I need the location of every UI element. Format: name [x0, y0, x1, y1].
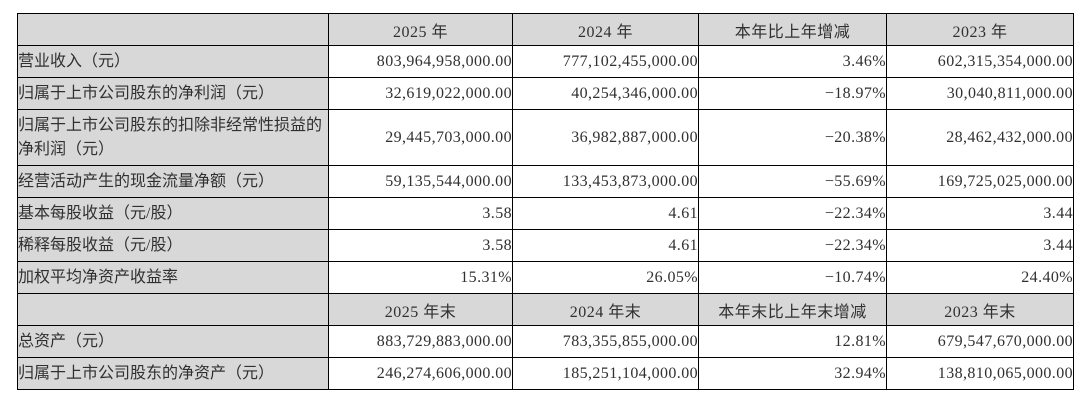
header-empty-cell: [17, 13, 329, 46]
value-cell: 30,040,811,000.00: [886, 77, 1074, 110]
row-label: 归属于上市公司股东的扣除非经常性损益的净利润（元）: [17, 109, 329, 166]
table-row-net-profit-excl-nonrecurring: 归属于上市公司股东的扣除非经常性损益的净利润（元） 29,445,703,000…: [17, 109, 1074, 166]
value-cell: −22.34%: [698, 197, 887, 230]
col-header-2024: 2024 年: [512, 13, 699, 46]
row-label: 归属于上市公司股东的净资产（元）: [17, 357, 329, 390]
value-cell: 28,462,432,000.00: [886, 109, 1074, 166]
yearend-header-row: 2025 年末 2024 年末 本年末比上年末增减 2023 年末: [17, 293, 1074, 326]
financial-summary-table: 2025 年 2024 年 本年比上年增减 2023 年 营业收入（元） 803…: [17, 13, 1074, 390]
col-header-2023: 2023 年: [886, 13, 1074, 46]
value-cell: 777,102,455,000.00: [512, 45, 699, 78]
col-header-2025-yearend: 2025 年末: [328, 293, 513, 326]
value-cell: −10.74%: [698, 261, 887, 294]
table-row-operating-cash-flow: 经营活动产生的现金流量净额（元） 59,135,544,000.00 133,4…: [17, 165, 1074, 198]
value-cell: 3.46%: [698, 45, 887, 78]
value-cell: 3.44: [886, 197, 1074, 230]
value-cell: 679,547,670,000.00: [886, 325, 1074, 358]
value-cell: 803,964,958,000.00: [328, 45, 513, 78]
value-cell: −18.97%: [698, 77, 887, 110]
table-row-weighted-avg-roe: 加权平均净资产收益率 15.31% 26.05% −10.74% 24.40%: [17, 261, 1074, 294]
table-row-net-profit: 归属于上市公司股东的净利润（元） 32,619,022,000.00 40,25…: [17, 77, 1074, 110]
row-label: 经营活动产生的现金流量净额（元）: [17, 165, 329, 198]
header-empty-cell: [17, 293, 329, 326]
value-cell: 185,251,104,000.00: [512, 357, 699, 390]
col-header-2024-yearend: 2024 年末: [512, 293, 699, 326]
row-label: 归属于上市公司股东的净利润（元）: [17, 77, 329, 110]
value-cell: 3.44: [886, 229, 1074, 262]
table-row-basic-eps: 基本每股收益（元/股） 3.58 4.61 −22.34% 3.44: [17, 197, 1074, 230]
row-label: 总资产（元）: [17, 325, 329, 358]
value-cell: 783,355,855,000.00: [512, 325, 699, 358]
value-cell: −20.38%: [698, 109, 887, 166]
row-label: 基本每股收益（元/股）: [17, 197, 329, 230]
table-row-diluted-eps: 稀释每股收益（元/股） 3.58 4.61 −22.34% 3.44: [17, 229, 1074, 262]
value-cell: 32,619,022,000.00: [328, 77, 513, 110]
value-cell: 169,725,025,000.00: [886, 165, 1074, 198]
value-cell: 24.40%: [886, 261, 1074, 294]
value-cell: 4.61: [512, 229, 699, 262]
value-cell: 246,274,606,000.00: [328, 357, 513, 390]
value-cell: 4.61: [512, 197, 699, 230]
value-cell: 138,810,065,000.00: [886, 357, 1074, 390]
value-cell: 59,135,544,000.00: [328, 165, 513, 198]
annual-header-row: 2025 年 2024 年 本年比上年增减 2023 年: [17, 13, 1074, 46]
value-cell: 32.94%: [698, 357, 887, 390]
col-header-2025: 2025 年: [328, 13, 513, 46]
value-cell: 602,315,354,000.00: [886, 45, 1074, 78]
table-row-total-assets: 总资产（元） 883,729,883,000.00 783,355,855,00…: [17, 325, 1074, 358]
value-cell: 36,982,887,000.00: [512, 109, 699, 166]
value-cell: 12.81%: [698, 325, 887, 358]
col-header-2023-yearend: 2023 年末: [886, 293, 1074, 326]
col-header-yearend-change: 本年末比上年末增减: [698, 293, 887, 326]
table-row-net-assets: 归属于上市公司股东的净资产（元） 246,274,606,000.00 185,…: [17, 357, 1074, 390]
row-label: 稀释每股收益（元/股）: [17, 229, 329, 262]
value-cell: 26.05%: [512, 261, 699, 294]
row-label: 营业收入（元）: [17, 45, 329, 78]
table-row-operating-revenue: 营业收入（元） 803,964,958,000.00 777,102,455,0…: [17, 45, 1074, 78]
value-cell: 883,729,883,000.00: [328, 325, 513, 358]
row-label: 加权平均净资产收益率: [17, 261, 329, 294]
value-cell: 3.58: [328, 229, 513, 262]
value-cell: 3.58: [328, 197, 513, 230]
value-cell: 133,453,873,000.00: [512, 165, 699, 198]
value-cell: 29,445,703,000.00: [328, 109, 513, 166]
value-cell: 40,254,346,000.00: [512, 77, 699, 110]
value-cell: −22.34%: [698, 229, 887, 262]
col-header-yoy-change: 本年比上年增减: [698, 13, 887, 46]
value-cell: −55.69%: [698, 165, 887, 198]
value-cell: 15.31%: [328, 261, 513, 294]
